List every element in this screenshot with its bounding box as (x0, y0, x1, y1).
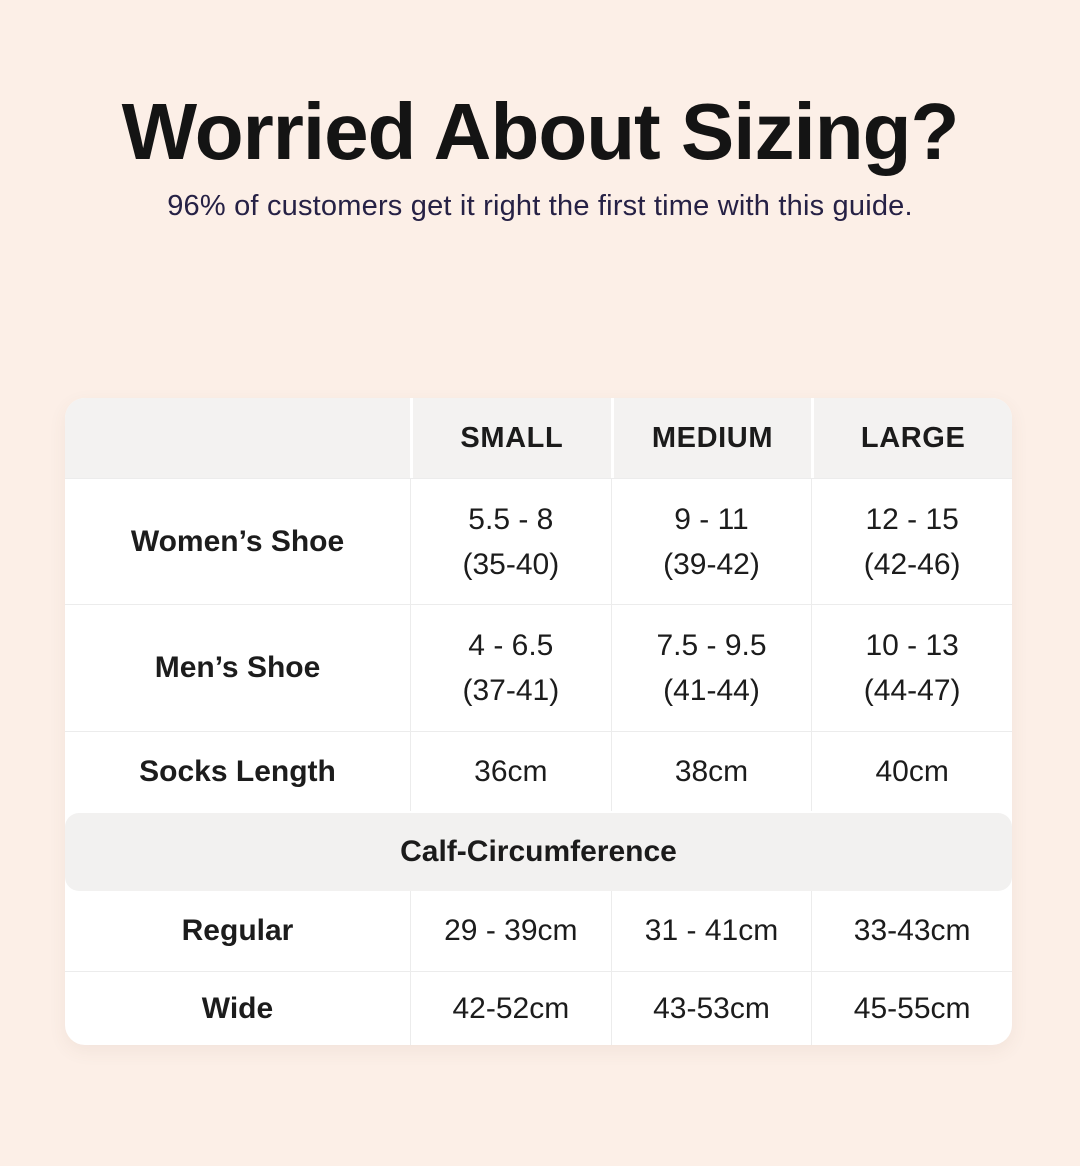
us-size-range: 5.5 - 8 (468, 502, 554, 536)
table-row-mens-shoe: Men’s Shoe 4 - 6.5 (37-41) 7.5 - 9.5 (41… (65, 604, 1012, 731)
cell-socks-medium: 38cm (610, 732, 812, 811)
cell-mens-large: 10 - 13 (44-47) (811, 605, 1012, 731)
table-row-womens-shoe: Women’s Shoe 5.5 - 8 (35-40) 9 - 11 (39-… (65, 478, 1012, 604)
column-header-blank (65, 398, 410, 478)
eu-size-range: (44-47) (863, 674, 961, 707)
table-row-socks-length: Socks Length 36cm 38cm 40cm (65, 731, 1012, 811)
cell-regular-small: 29 - 39cm (410, 891, 611, 971)
cell-womens-medium: 9 - 11 (39-42) (610, 479, 812, 604)
page-title: Worried About Sizing? (121, 87, 960, 176)
row-label-womens-shoe: Women’s Shoe (130, 524, 345, 558)
cell-womens-large: 12 - 15 (42-46) (811, 479, 1012, 604)
cell-mens-medium: 7.5 - 9.5 (41-44) (610, 605, 812, 731)
column-header-small: SMALL (410, 398, 611, 478)
hero-section: Worried About Sizing? 96% of customers g… (0, 86, 1080, 223)
cell-regular-large: 33-43cm (811, 891, 1012, 971)
cell-wide-medium: 43-53cm (610, 972, 812, 1045)
size-table: SMALL MEDIUM LARGE Women’s Shoe 5.5 - 8 … (65, 398, 1012, 1045)
section-band-calf-circumference: Calf-Circumference (65, 813, 1012, 891)
table-row-wide: Wide 42-52cm 43-53cm 45-55cm (65, 971, 1012, 1045)
table-row-regular: Regular 29 - 39cm 31 - 41cm 33-43cm (65, 891, 1012, 971)
column-header-large: LARGE (811, 398, 1012, 478)
table-header-row: SMALL MEDIUM LARGE (65, 398, 1012, 478)
us-size-range: 7.5 - 9.5 (656, 629, 767, 662)
cell-wide-large: 45-55cm (811, 972, 1012, 1045)
cell-mens-small: 4 - 6.5 (37-41) (410, 605, 611, 731)
page-subtitle: 96% of customers get it right the first … (167, 190, 913, 222)
cell-womens-small: 5.5 - 8 (35-40) (410, 479, 611, 604)
row-label-mens-shoe: Men’s Shoe (154, 651, 321, 684)
eu-size-range: (35-40) (462, 547, 560, 581)
column-header-medium: MEDIUM (610, 398, 812, 478)
row-label-wide: Wide (201, 991, 274, 1025)
eu-size-range: (39-42) (663, 547, 760, 581)
us-size-range: 10 - 13 (865, 629, 959, 662)
us-size-range: 4 - 6.5 (468, 629, 554, 662)
cell-socks-small: 36cm (410, 732, 611, 811)
row-label-regular: Regular (181, 914, 294, 947)
eu-size-range: (41-44) (663, 674, 760, 707)
row-label-socks-length: Socks Length (139, 754, 336, 788)
cell-regular-medium: 31 - 41cm (610, 891, 812, 971)
cell-wide-small: 42-52cm (410, 972, 611, 1045)
eu-size-range: (37-41) (462, 674, 560, 707)
sizing-guide-page: { "page": { "title": "Worried About Sizi… (0, 86, 1080, 1166)
cell-socks-large: 40cm (811, 732, 1012, 811)
us-size-range: 12 - 15 (865, 502, 959, 536)
eu-size-range: (42-46) (863, 547, 961, 581)
us-size-range: 9 - 11 (674, 502, 749, 536)
section-band-label: Calf-Circumference (400, 835, 677, 868)
